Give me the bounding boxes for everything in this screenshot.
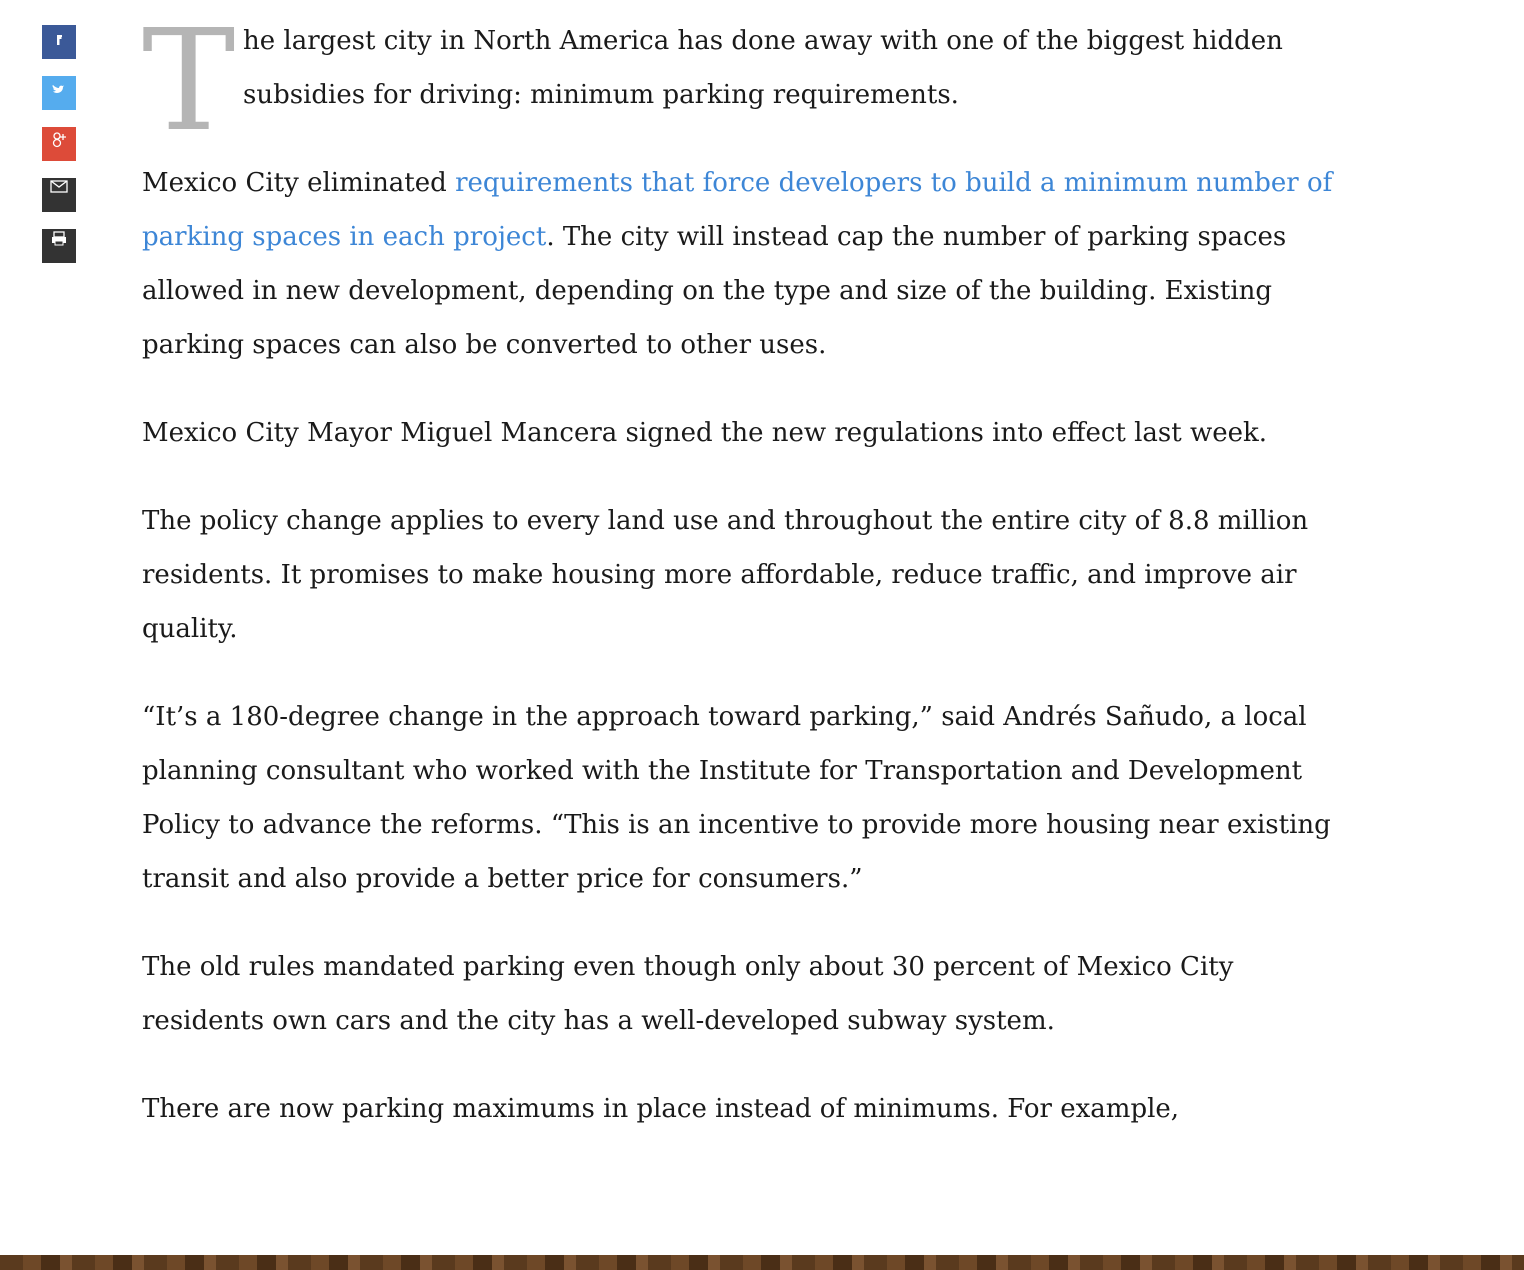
paragraph: “It’s a 180-degree change in the approac… [142, 702, 1331, 894]
print-button[interactable] [42, 229, 76, 263]
drop-cap: T [142, 0, 236, 163]
twitter-button[interactable] [42, 76, 76, 110]
paragraph-text: . The city will instead cap the number o… [142, 222, 1287, 360]
paragraph: The old rules mandated parking even thou… [142, 952, 1234, 1036]
paragraph: Mexico City eliminated requirements that… [142, 156, 1342, 372]
facebook-button[interactable] [42, 25, 76, 59]
share-bar [42, 25, 76, 280]
paragraph: There are now parking maximums in place … [142, 1094, 1180, 1124]
email-button[interactable] [42, 178, 76, 212]
inline-link[interactable]: requirements that force developers to bu… [142, 168, 1333, 252]
paragraph-text: Mexico City eliminated [142, 168, 456, 198]
lead-text: he largest city in North America has don… [243, 26, 1283, 110]
paragraph-list: Mexico City Mayor Miguel Mancera signed … [142, 406, 1342, 1136]
footer-strip [0, 1255, 1524, 1270]
google-plus-button[interactable] [42, 127, 76, 161]
paragraph: The policy change applies to every land … [142, 506, 1309, 644]
paragraph: Mexico City Mayor Miguel Mancera signed … [142, 418, 1268, 448]
